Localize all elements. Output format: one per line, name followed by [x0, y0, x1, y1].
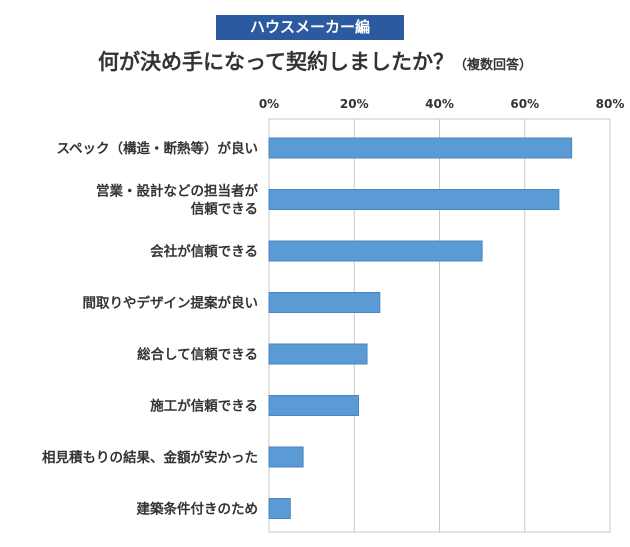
- section-tag: ハウスメーカー編: [216, 15, 404, 40]
- title-note: （複数回答）: [453, 58, 532, 73]
- title-main: 何が決め手になって契約しましたか？: [98, 50, 454, 74]
- grid-layer: [268, 118, 611, 533]
- x-tick-label: 80%: [596, 97, 625, 111]
- category-label: 間取りやデザイン提案が良い: [83, 295, 259, 312]
- category-label: 相見積もりの結果、金額が安かった: [42, 449, 258, 466]
- bar: [268, 292, 381, 313]
- category-label: 会社が信頼できる: [150, 243, 258, 260]
- bar: [268, 343, 368, 365]
- bar: [268, 137, 573, 159]
- x-tick-label: 60%: [510, 97, 539, 111]
- x-tick-label: 20%: [340, 97, 369, 111]
- label-layer: 0% 20% 40% 60% 80% スペック（構造・断熱等）が良い営業・設計などの担当者…: [42, 97, 624, 518]
- bar: [268, 240, 483, 262]
- bar: [268, 498, 291, 519]
- bar: [268, 446, 304, 468]
- bar: [268, 395, 360, 416]
- category-label: 建築条件付きのため: [136, 501, 259, 518]
- x-tick-label: 0%: [259, 97, 279, 111]
- category-label: 信頼できる: [191, 201, 258, 218]
- bar-layer: [268, 137, 573, 519]
- chart-title: 何が決め手になって契約しましたか？（複数回答）: [0, 46, 630, 76]
- category-label: 営業・設計などの担当者が: [96, 183, 258, 200]
- category-label: 施工が信頼できる: [150, 398, 258, 415]
- category-label: 総合して信頼できる: [137, 346, 258, 363]
- x-tick-label: 40%: [425, 97, 454, 111]
- bar: [268, 189, 560, 210]
- category-label: スペック（構造・断熱等）が良い: [56, 140, 258, 157]
